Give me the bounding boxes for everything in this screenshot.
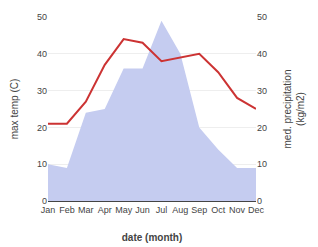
svg-text:40: 40 [37, 49, 47, 59]
svg-text:50: 50 [257, 12, 267, 22]
svg-text:Feb: Feb [59, 205, 75, 215]
svg-text:date (month): date (month) [122, 232, 183, 243]
svg-text:Jun: Jun [135, 205, 150, 215]
svg-text:Jan: Jan [41, 205, 56, 215]
svg-text:20: 20 [37, 123, 47, 133]
svg-text:Dec: Dec [248, 205, 265, 215]
svg-text:May: May [115, 205, 133, 215]
svg-text:30: 30 [257, 86, 267, 96]
svg-text:10: 10 [257, 159, 267, 169]
svg-text:Sep: Sep [191, 205, 207, 215]
svg-text:Nov: Nov [229, 205, 246, 215]
svg-text:max temp (C): max temp (C) [9, 79, 20, 140]
svg-text:Oct: Oct [211, 205, 226, 215]
svg-text:Jul: Jul [156, 205, 168, 215]
svg-text:0: 0 [257, 196, 262, 206]
svg-text:50: 50 [37, 12, 47, 22]
svg-text:20: 20 [257, 123, 267, 133]
svg-text:Aug: Aug [172, 205, 188, 215]
svg-text:Mar: Mar [78, 205, 94, 215]
svg-text:0: 0 [42, 196, 47, 206]
svg-text:30: 30 [37, 86, 47, 96]
svg-text:10: 10 [37, 159, 47, 169]
svg-text:40: 40 [257, 49, 267, 59]
svg-text:Apr: Apr [98, 205, 112, 215]
svg-text:med. precipitation(kg/m2): med. precipitation(kg/m2) [282, 70, 306, 149]
